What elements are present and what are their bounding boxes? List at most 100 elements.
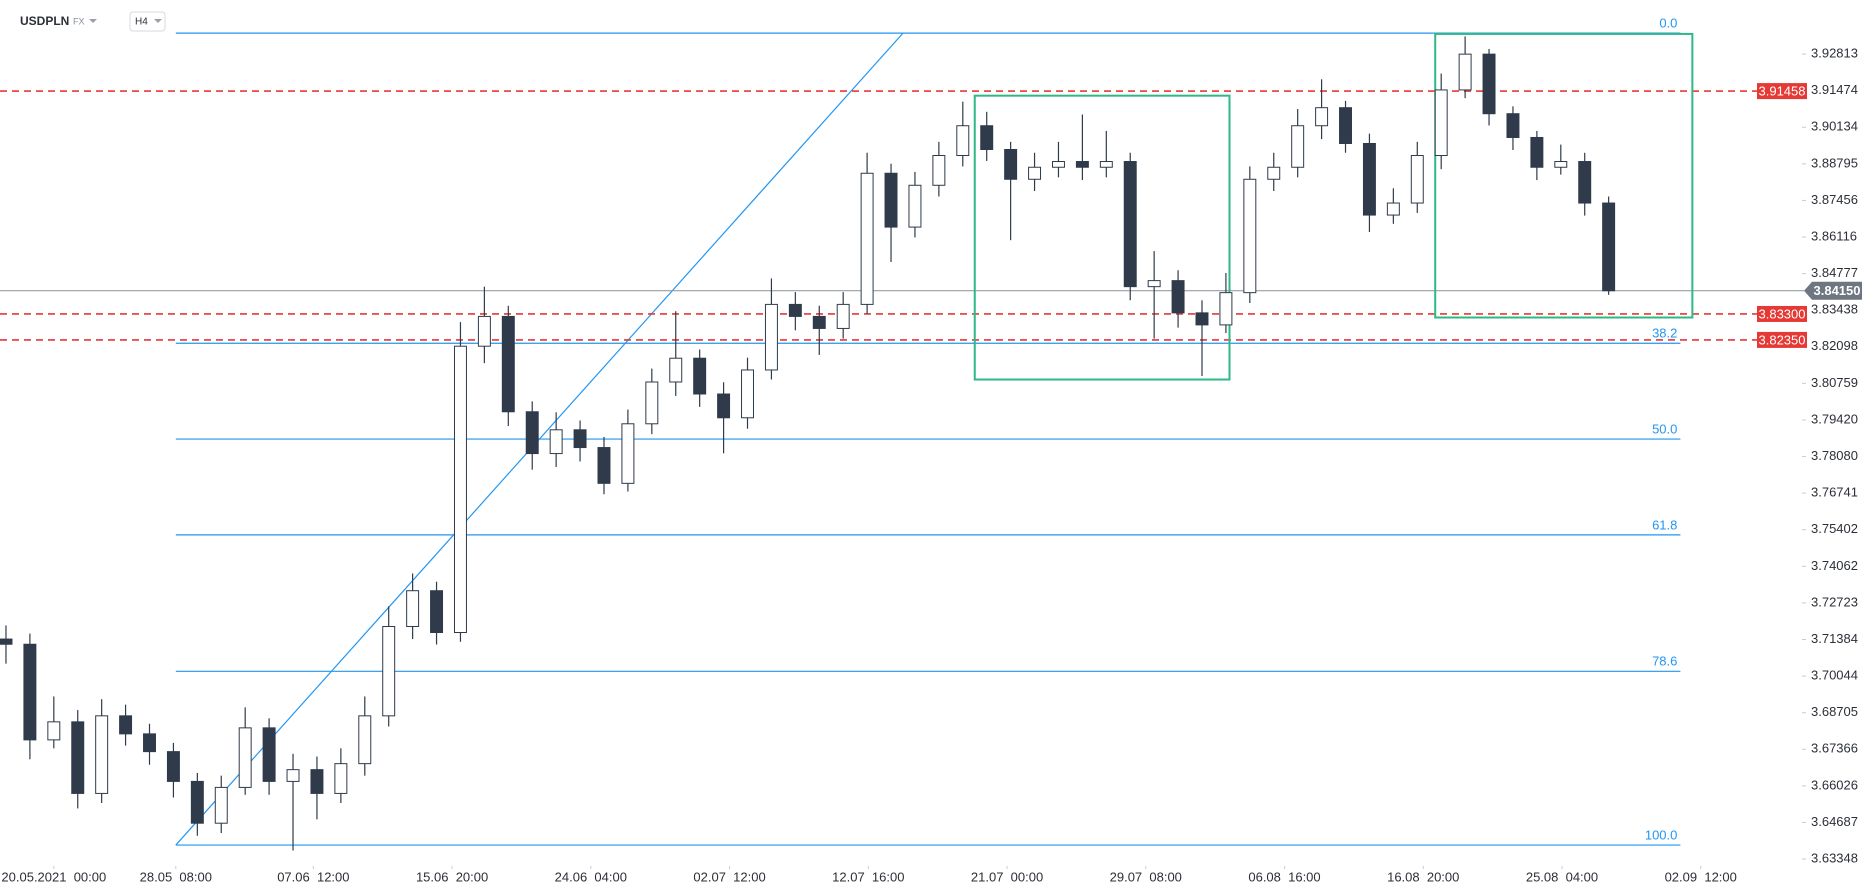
candle-body [1506, 113, 1520, 138]
candle-body [860, 172, 874, 305]
candle-body [1171, 280, 1185, 314]
candle-body [1578, 161, 1592, 204]
candle-body [0, 638, 13, 645]
y-tick-label: 3.76741 [1811, 485, 1858, 500]
candle-body [764, 303, 778, 371]
candle-body [693, 357, 707, 395]
fib-label: 61.8 [1652, 517, 1677, 532]
candle-body [1434, 89, 1448, 157]
candle-body [1386, 202, 1400, 216]
level-label: 3.83300 [1759, 306, 1806, 321]
candle-body [71, 721, 85, 794]
y-tick-label: 3.78080 [1811, 448, 1858, 463]
fib-label: 0.0 [1659, 16, 1677, 31]
dropdown-arrow[interactable] [154, 19, 162, 23]
candle-body [1602, 202, 1616, 292]
y-tick-label: 3.90134 [1811, 119, 1858, 134]
current-price-tag [1804, 281, 1862, 300]
candle-body [573, 429, 587, 449]
candle-body [166, 751, 180, 782]
candle-body [214, 786, 228, 824]
candle-body [1028, 166, 1042, 180]
x-tick-label: 21.07 00:00 [971, 869, 1043, 884]
fib-label: 78.6 [1652, 654, 1677, 669]
candle-body [1458, 53, 1472, 91]
candle-body [1195, 312, 1209, 326]
candle-body [430, 590, 444, 634]
y-tick-label: 3.70044 [1811, 668, 1858, 683]
candle-body [1315, 107, 1329, 127]
candle-body [836, 303, 850, 329]
candle-body [549, 429, 563, 455]
y-tick-label: 3.72723 [1811, 594, 1858, 609]
y-tick-label: 3.67366 [1811, 741, 1858, 756]
candle-body [119, 715, 133, 735]
candle-body [884, 172, 898, 228]
y-tick-label: 3.66026 [1811, 777, 1858, 792]
level-label: 3.82350 [1759, 332, 1806, 347]
trendline [175, 32, 904, 846]
candle-body [1339, 107, 1352, 144]
candle-body [1410, 155, 1424, 204]
candle-body [238, 727, 252, 788]
level-tag [1757, 305, 1807, 322]
candle-body [286, 769, 300, 782]
dropdown-arrow[interactable] [89, 19, 97, 23]
level-tag [1757, 83, 1807, 100]
y-tick-label: 3.88795 [1811, 155, 1858, 170]
candle-body [1243, 178, 1257, 294]
x-tick-label: 20.05.2021 00:00 [1, 869, 106, 884]
x-tick-label: 28.05 08:00 [140, 869, 212, 884]
y-tick-label: 3.63348 [1811, 850, 1858, 865]
market[interactable]: FX [73, 16, 85, 26]
y-tick-label: 3.79420 [1811, 411, 1858, 426]
x-tick-label: 24.06 04:00 [555, 869, 627, 884]
y-tick-label: 3.71384 [1811, 631, 1858, 646]
fib-label: 50.0 [1652, 422, 1677, 437]
candle-body [525, 411, 539, 455]
candle-body [812, 315, 826, 329]
candle-body [477, 315, 491, 347]
candle-body [669, 357, 683, 383]
candle-body [1267, 166, 1281, 180]
y-tick-label: 3.80759 [1811, 375, 1858, 390]
candle-body [741, 369, 754, 419]
candle-body [1554, 161, 1568, 168]
fib-label: 38.2 [1652, 326, 1677, 341]
candle-body [1482, 53, 1496, 115]
candle-body [453, 345, 467, 634]
candle-body [47, 721, 61, 741]
x-tick-label: 25.08 04:00 [1526, 869, 1598, 884]
box-annotation [1434, 32, 1694, 319]
candle-body [143, 733, 156, 753]
candle-body [262, 727, 276, 782]
x-tick-label: 07.06 12:00 [277, 869, 349, 884]
candle-body [23, 643, 37, 741]
candle-body [1291, 125, 1305, 168]
x-tick-label: 02.07 12:00 [693, 869, 765, 884]
y-tick-label: 3.86116 [1811, 228, 1857, 243]
box-annotation [973, 94, 1231, 381]
y-tick-label: 3.74062 [1811, 558, 1858, 573]
y-tick-label: 3.75402 [1811, 521, 1858, 536]
level-label: 3.91458 [1759, 84, 1806, 99]
fib-label: 100.0 [1645, 827, 1678, 842]
candle-body [597, 447, 611, 484]
x-tick-label: 06.08 16:00 [1248, 869, 1320, 884]
y-tick-label: 3.83438 [1811, 302, 1858, 317]
candle-body [190, 780, 204, 824]
x-tick-label: 29.07 08:00 [1110, 869, 1182, 884]
y-tick-label: 3.68705 [1811, 704, 1858, 719]
level-tag [1757, 331, 1807, 348]
timeframe[interactable]: H4 [135, 17, 148, 28]
x-tick-label: 12.07 16:00 [832, 869, 904, 884]
y-tick-label: 3.64687 [1811, 814, 1858, 829]
candle-body [310, 769, 324, 794]
y-tick-label: 3.84777 [1811, 265, 1858, 280]
candle-body [1147, 280, 1161, 288]
symbol: USDPLN [20, 14, 69, 28]
candle-body [956, 125, 970, 157]
timeframe-box[interactable] [129, 11, 166, 32]
